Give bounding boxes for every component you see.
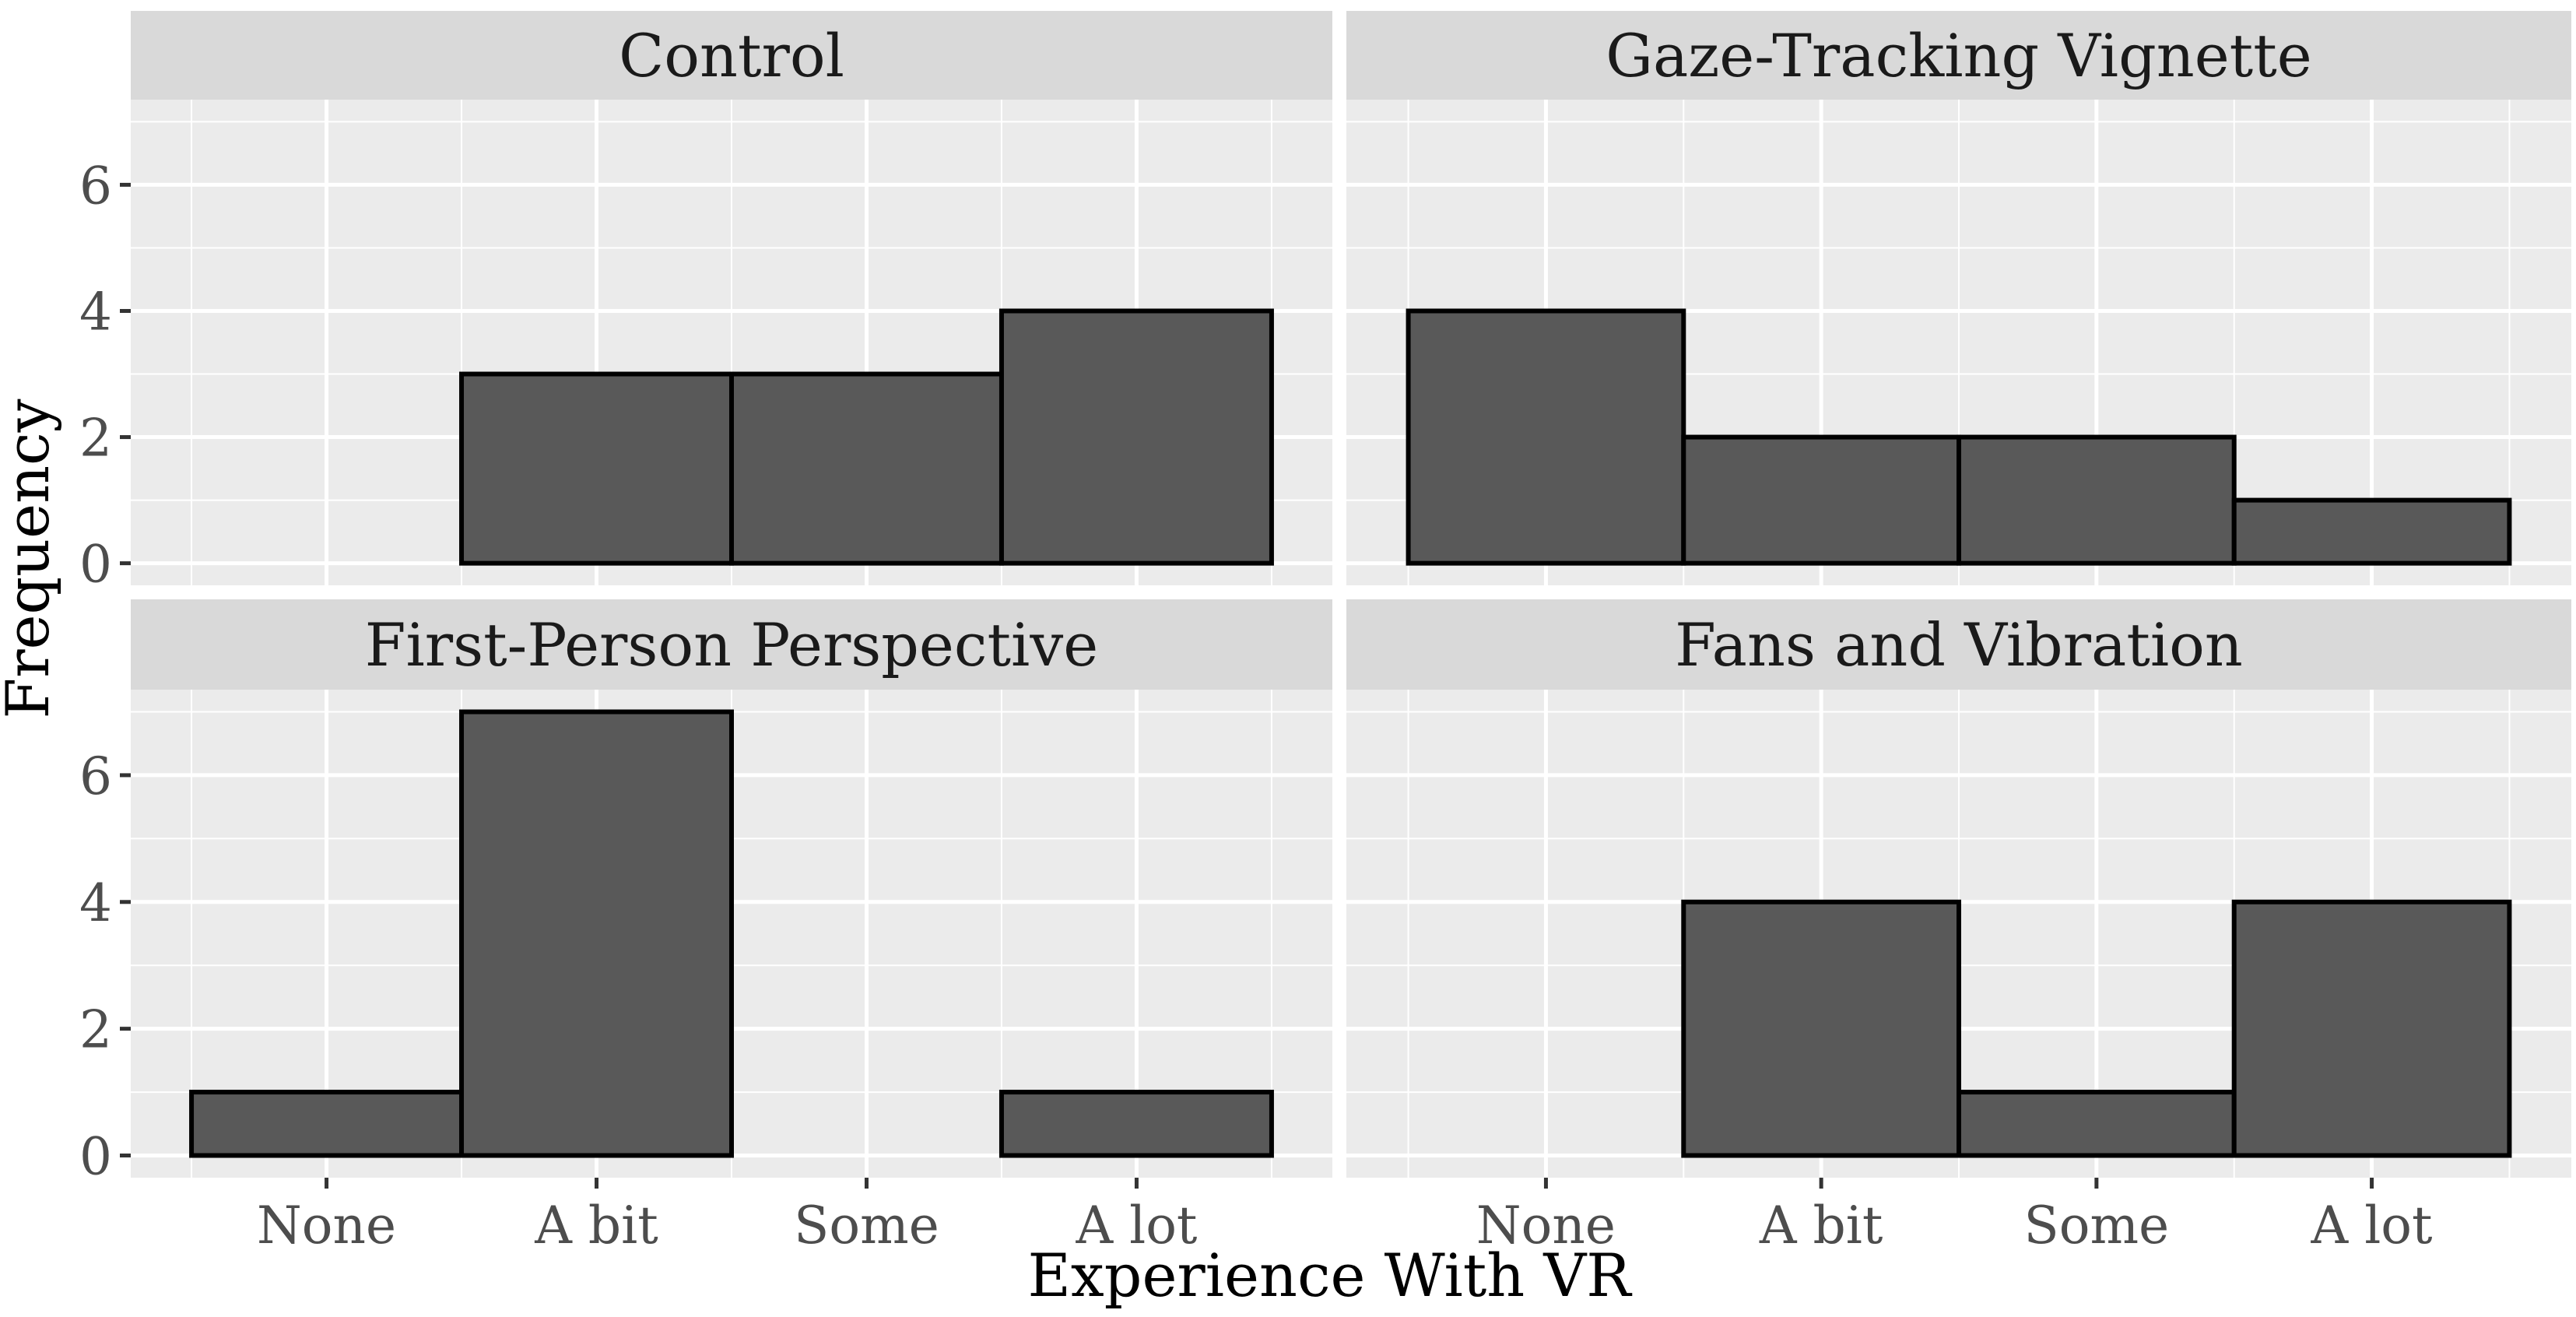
facet-strip xyxy=(1346,599,2571,690)
facet-title: First-Person Perspective xyxy=(365,610,1098,680)
y-tick-label: 0 xyxy=(79,1127,112,1187)
facet-panel: Control 0 2 4 6 xyxy=(79,11,1332,595)
y-tick-label: 6 xyxy=(79,156,112,216)
x-tick-label: Some xyxy=(794,1196,939,1256)
x-tick-label: A lot xyxy=(2311,1196,2433,1256)
y-tick-label: 6 xyxy=(79,746,112,806)
facet-panel: Gaze-Tracking Vignette xyxy=(1346,11,2571,585)
x-axis-title: Experience With VR xyxy=(1027,1241,1633,1310)
facet-title: Fans and Vibration xyxy=(1675,610,2243,680)
bar xyxy=(2231,899,2512,1158)
facet-strip xyxy=(1346,11,2571,100)
facet-panel: Fans and Vibration None A bit Some A lot xyxy=(1346,599,2571,1256)
bar xyxy=(1681,899,1962,1158)
bar xyxy=(1957,1090,2237,1158)
x-tick-label: A bit xyxy=(1759,1196,1883,1256)
bar xyxy=(459,371,734,566)
facet-title: Control xyxy=(619,21,844,90)
bar xyxy=(1406,308,1686,566)
bar xyxy=(189,1090,465,1158)
bar xyxy=(998,308,1274,566)
x-tick-label: Some xyxy=(2024,1196,2170,1256)
y-tick-label: 0 xyxy=(79,535,112,595)
facet-title: Gaze-Tracking Vignette xyxy=(1606,21,2312,90)
y-tick-label: 4 xyxy=(79,282,112,342)
x-tick-label: None xyxy=(257,1196,396,1256)
bar xyxy=(998,1090,1274,1158)
panels-layer: Control 0 2 4 6 Gaze-Tracking Vignette First-P… xyxy=(79,11,2571,1256)
x-tick-label: None xyxy=(1476,1196,1616,1256)
y-tick-label: 2 xyxy=(79,409,112,469)
y-tick-label: 4 xyxy=(79,873,112,933)
y-axis-title: Frequency xyxy=(0,399,62,718)
x-tick-label: A lot xyxy=(1075,1196,1197,1256)
bar xyxy=(459,709,734,1158)
bar xyxy=(1681,434,1962,566)
x-tick-label: A bit xyxy=(534,1196,658,1256)
bar xyxy=(2231,497,2512,566)
facet-strip xyxy=(131,599,1332,690)
facet-strip xyxy=(131,11,1332,100)
facet-panel: First-Person Perspective 0 2 4 6 None A bit Som… xyxy=(79,599,1332,1256)
y-tick-label: 2 xyxy=(79,1000,112,1060)
bar xyxy=(1957,434,2237,566)
bar xyxy=(729,371,1004,566)
